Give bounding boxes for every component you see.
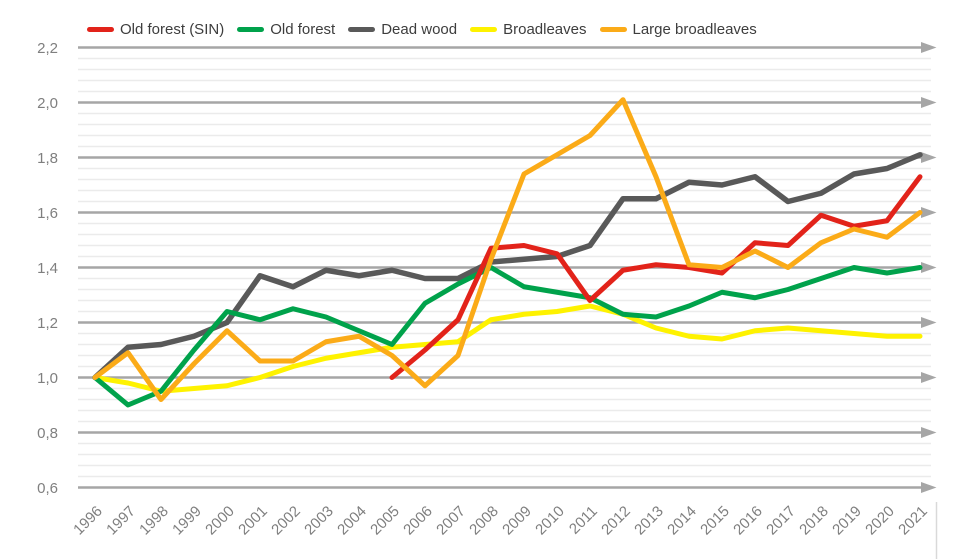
gridline-arrow-icon (921, 152, 937, 163)
series-line-broadleaves (92, 303, 923, 394)
x-axis-label: 1998 (136, 503, 172, 539)
x-axis-label: 2004 (334, 503, 370, 539)
x-axis-label: 2014 (664, 503, 700, 539)
y-axis-label: 0,8 (37, 425, 58, 442)
gridline-arrow-icon (921, 372, 937, 383)
y-axis-label: 1,6 (37, 205, 58, 222)
gridline-arrow-icon (921, 97, 937, 108)
gridline-arrow-icon (921, 207, 937, 218)
x-axis-label: 2021 (895, 503, 931, 539)
x-axis-label: 2019 (829, 503, 865, 539)
legend-swatch (87, 27, 114, 32)
legend-label: Old forest (SIN) (120, 21, 225, 38)
x-axis-label: 2000 (202, 503, 238, 539)
x-axis-label: 2011 (566, 503, 601, 538)
gridline-arrow-icon (921, 42, 937, 53)
legend-swatch (470, 27, 498, 32)
legend-item: Broadleaves (470, 21, 587, 38)
x-axis-label: 2013 (631, 503, 667, 539)
legend-item: Dead wood (348, 21, 457, 38)
x-axis-label: 2020 (862, 503, 898, 539)
x-axis-label: 1996 (70, 503, 106, 539)
x-axis-label: 2015 (697, 503, 733, 539)
x-axis-label: 2005 (367, 503, 403, 539)
legend: Old forest (SIN) Old forest Dead wood Broad… (87, 21, 757, 38)
x-axis-label: 1999 (169, 503, 205, 539)
x-axis-label: 2003 (301, 503, 337, 539)
gridline-arrow-icon (921, 482, 937, 493)
x-axis-label: 2007 (433, 503, 469, 539)
y-axis-label: 2,0 (37, 95, 58, 112)
y-axis-label: 2,2 (37, 40, 58, 57)
legend-label: Broadleaves (503, 21, 587, 38)
series-line-old-forest (92, 265, 923, 408)
legend-swatch (599, 27, 627, 32)
y-axis-label: 1,0 (37, 370, 58, 387)
y-axis-label: 0,6 (37, 480, 58, 497)
gridline-arrow-icon (921, 262, 937, 273)
gridline-arrow-icon (921, 427, 937, 438)
x-axis-label: 2006 (400, 503, 436, 539)
legend-label: Dead wood (381, 21, 458, 38)
x-axis-label: 2012 (598, 503, 634, 539)
x-axis-label: 2008 (466, 503, 502, 539)
x-axis-label: 2017 (763, 503, 799, 539)
legend-swatch (237, 27, 265, 32)
legend-label: Old forest (270, 21, 336, 38)
legend-item: Old forest (SIN) (87, 21, 224, 38)
x-axis-label: 1997 (103, 503, 139, 539)
y-axis-label: 1,2 (37, 315, 58, 332)
x-axis-label: 2010 (532, 503, 568, 539)
y-axis-label: 1,8 (37, 150, 58, 167)
legend-item: Large broadleaves (599, 21, 757, 38)
x-axis-label: 2001 (235, 503, 271, 539)
x-axis-label: 2018 (796, 503, 832, 539)
legend-label: Large broadleaves (632, 21, 757, 38)
y-axis-label: 1,4 (37, 260, 58, 277)
x-axis-label: 2002 (268, 503, 304, 539)
gridline-arrow-icon (921, 317, 937, 328)
legend-item: Old forest (237, 21, 335, 38)
x-axis-label: 2009 (499, 503, 535, 539)
series-line-old-forest-sin- (389, 174, 923, 380)
legend-swatch (348, 27, 376, 32)
x-axis-label: 2016 (730, 503, 766, 539)
series-line-large-broadleaves (92, 97, 923, 402)
